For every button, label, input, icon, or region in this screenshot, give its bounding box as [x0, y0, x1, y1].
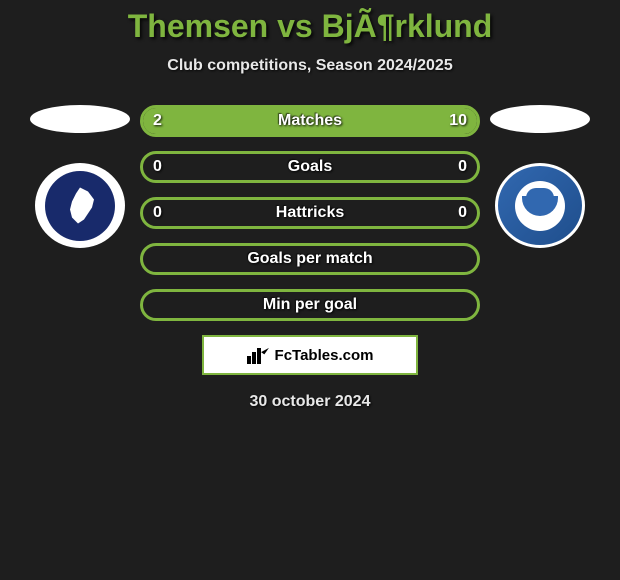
- comparison-card: Themsen vs BjÃ¶rklund Club competitions,…: [0, 0, 620, 411]
- sonderjyske-inner-icon: [515, 181, 565, 231]
- stat-bar: 0 Hattricks 0: [140, 197, 480, 229]
- stat-bar: 2 Matches 10: [140, 105, 480, 137]
- stat-bar: Goals per match: [140, 243, 480, 275]
- stat-bar: 0 Goals 0: [140, 151, 480, 183]
- stat-right-value: 10: [449, 112, 467, 130]
- left-flag-oval: [30, 105, 130, 133]
- footer-date: 30 october 2024: [0, 393, 620, 411]
- stat-left-value: 0: [153, 204, 162, 222]
- right-club-badge: [495, 163, 585, 248]
- fctables-logo-icon: [247, 346, 269, 364]
- randers-shield-icon: [45, 171, 115, 241]
- stat-label: Goals: [288, 158, 332, 176]
- right-badge-column: [490, 105, 590, 248]
- stat-label: Min per goal: [263, 296, 357, 314]
- stat-bar-fill-left: [143, 108, 199, 134]
- stat-bars-column: 2 Matches 10 0 Goals 0 0 Hattricks 0 Goals per ma…: [140, 105, 480, 321]
- content-row: 2 Matches 10 0 Goals 0 0 Hattricks 0 Goals per ma…: [0, 105, 620, 321]
- stat-bar: Min per goal: [140, 289, 480, 321]
- left-club-badge: [35, 163, 125, 248]
- stat-label: Matches: [278, 112, 342, 130]
- wave-icon: [522, 196, 558, 216]
- footer-brand-text: FcTables.com: [275, 347, 374, 364]
- page-title: Themsen vs BjÃ¶rklund: [0, 8, 620, 45]
- subtitle: Club competitions, Season 2024/2025: [0, 57, 620, 75]
- stat-left-value: 2: [153, 112, 162, 130]
- right-flag-oval: [490, 105, 590, 133]
- stat-label: Hattricks: [276, 204, 344, 222]
- footer-brand-box: FcTables.com: [202, 335, 418, 375]
- stat-right-value: 0: [458, 204, 467, 222]
- stat-right-value: 0: [458, 158, 467, 176]
- left-badge-column: [30, 105, 130, 248]
- horse-icon: [60, 186, 100, 226]
- stat-label: Goals per match: [247, 250, 372, 268]
- stat-left-value: 0: [153, 158, 162, 176]
